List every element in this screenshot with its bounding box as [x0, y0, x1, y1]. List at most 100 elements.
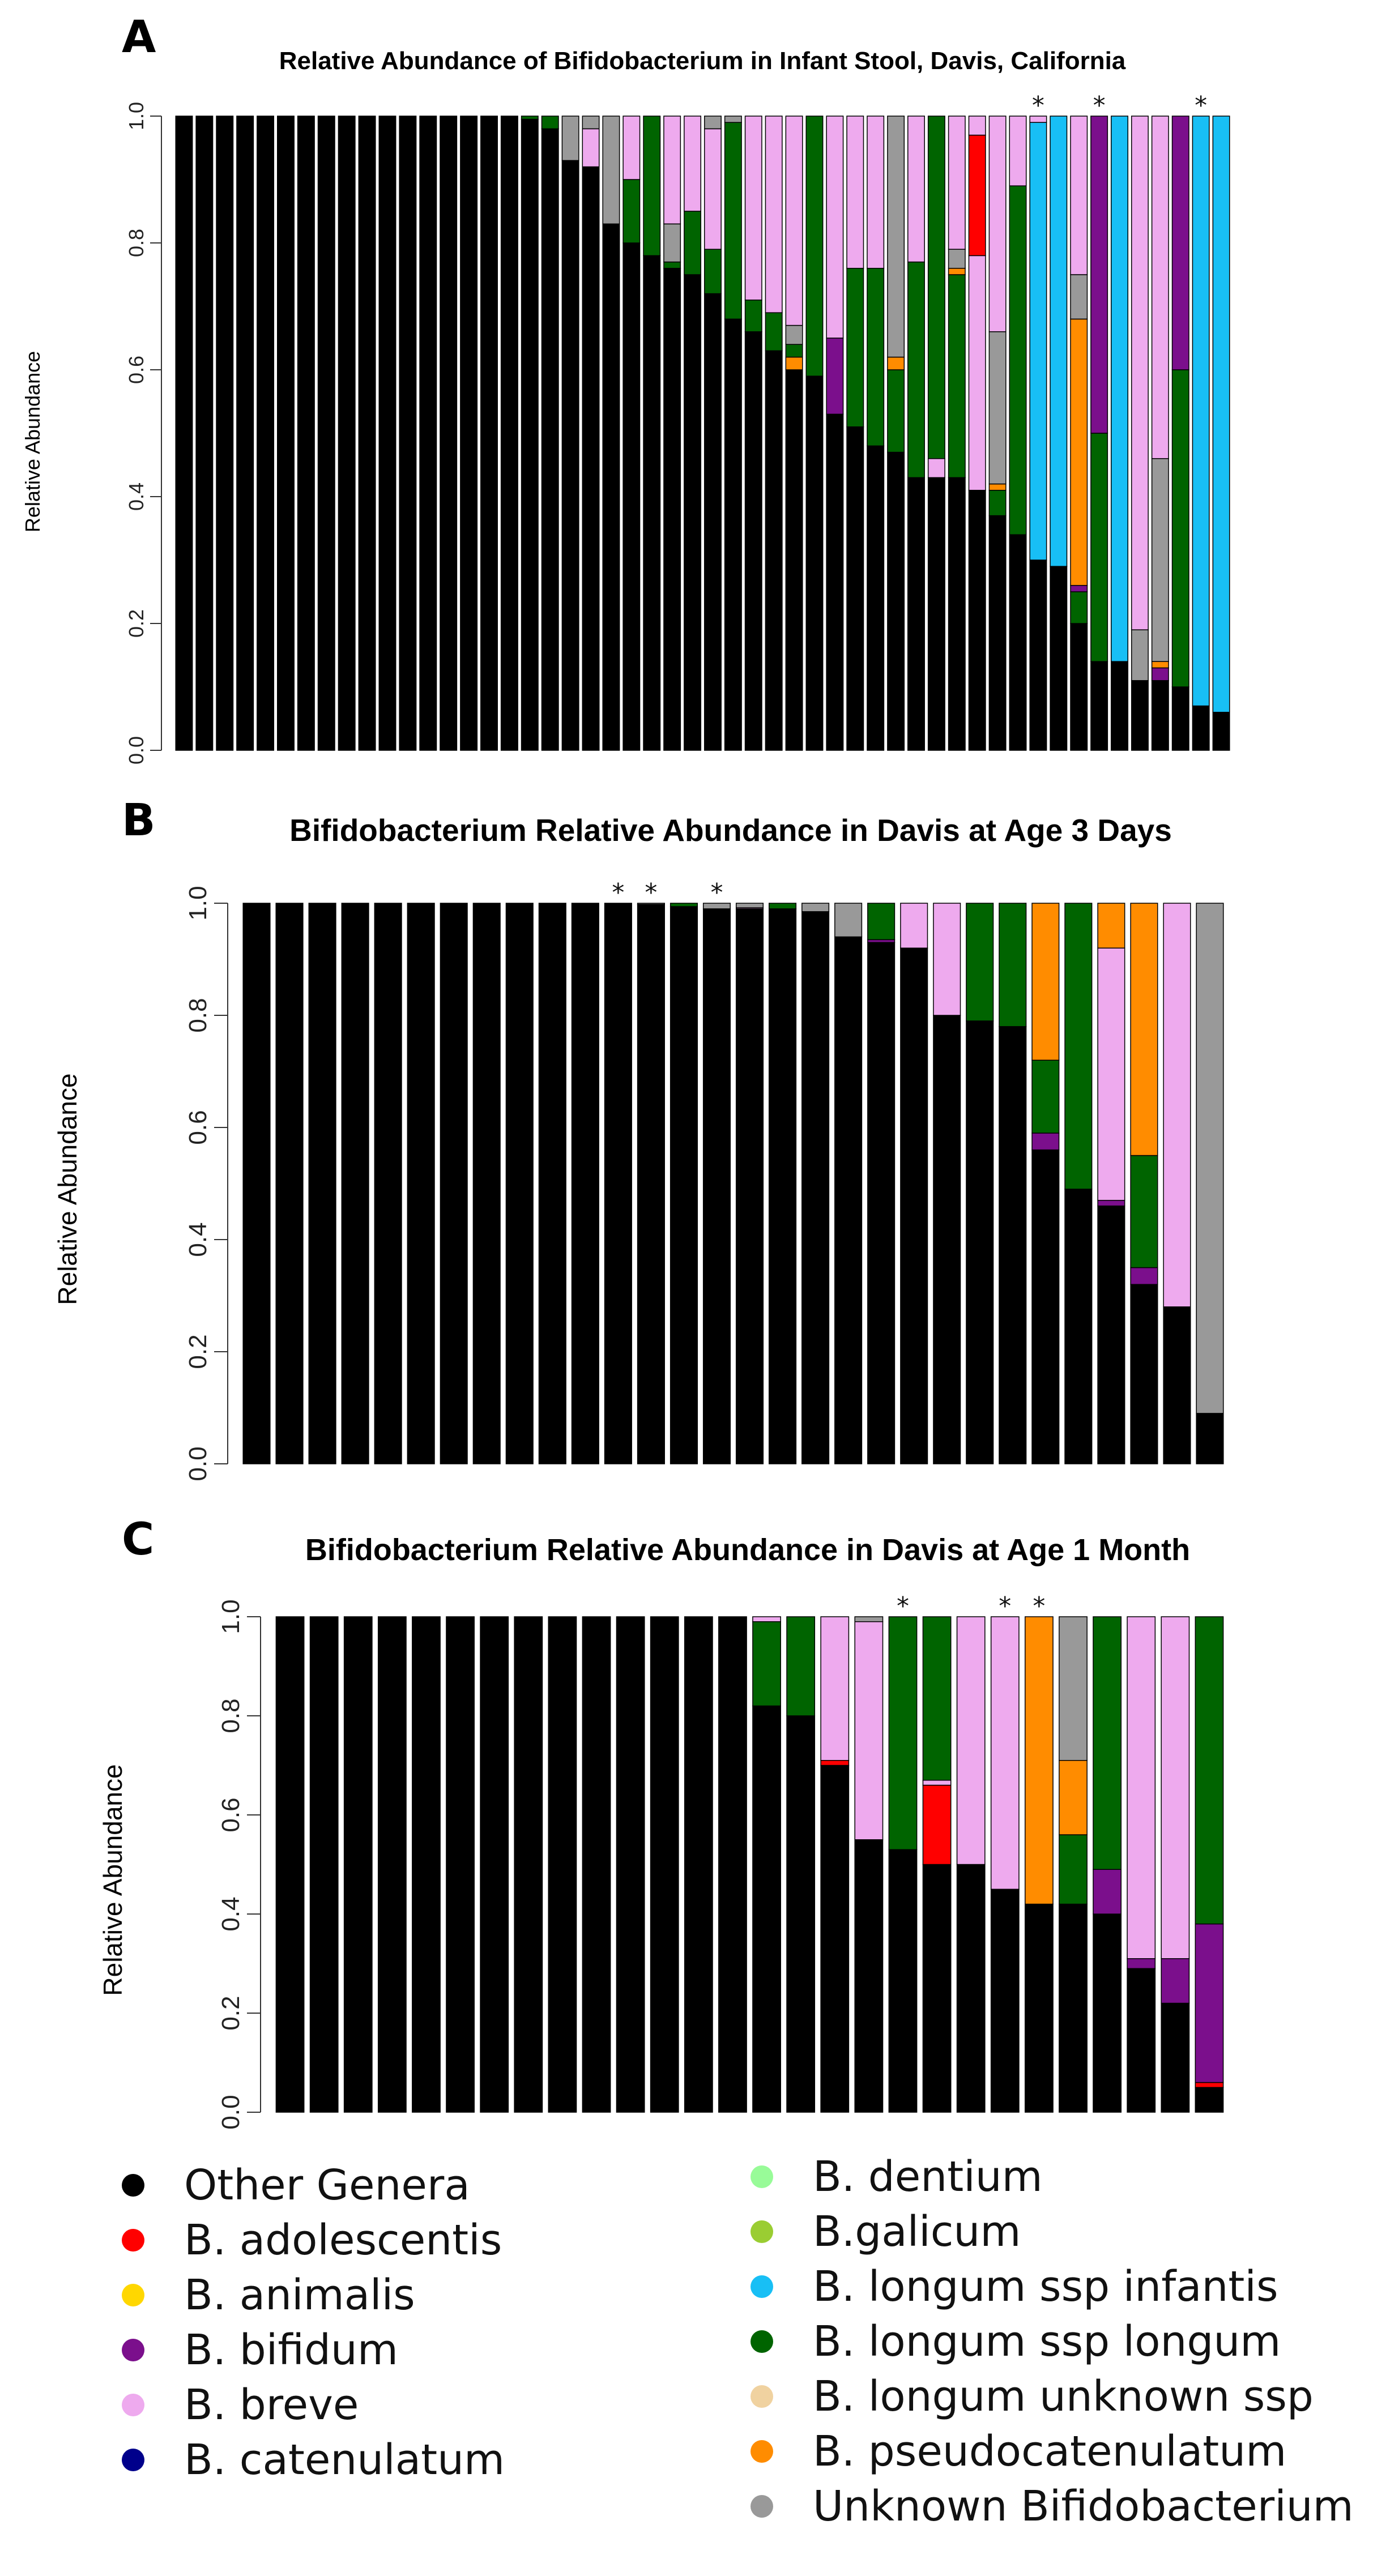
bar	[820, 1616, 850, 2113]
bar	[907, 116, 925, 751]
bar-segment	[988, 483, 1007, 491]
bar-segment	[1171, 116, 1189, 370]
bar-segment	[684, 274, 702, 751]
bar-segment	[407, 903, 435, 1464]
bar-segment	[988, 515, 1007, 751]
significance-star: *	[999, 1592, 1011, 1621]
bar-segment	[1059, 1903, 1088, 2113]
bar-segment	[257, 116, 275, 751]
bar	[1161, 1616, 1190, 2113]
bar-segment	[1070, 623, 1088, 751]
bar-segment	[900, 947, 928, 1464]
significance-star: *	[645, 878, 657, 907]
bar	[277, 116, 295, 751]
bar-segment	[1029, 559, 1047, 751]
bar-segment	[854, 1839, 884, 2113]
bar	[1131, 116, 1149, 751]
bar-segment	[440, 903, 468, 1464]
bar	[275, 903, 304, 1464]
bar-segment	[999, 1026, 1027, 1464]
legend-swatch	[122, 2338, 144, 2361]
bar-segment	[805, 116, 824, 377]
significance-star: *	[1032, 91, 1044, 120]
bar-segment	[582, 1616, 611, 2113]
legend-item: B. breve	[122, 2377, 505, 2432]
bar-segment	[419, 116, 437, 751]
bar	[769, 903, 797, 1464]
bar	[480, 1616, 509, 2113]
bar	[582, 1616, 611, 2113]
bar-segment	[1196, 1413, 1224, 1464]
bar-segment	[1009, 116, 1027, 186]
panel-c: C Bifidobacterium Relative Abundance in …	[98, 1514, 1224, 2130]
legend-item: Other Genera	[122, 2158, 505, 2212]
bar-segment	[752, 1705, 781, 2113]
bar	[419, 116, 437, 751]
legend-label: Other Genera	[184, 2160, 470, 2210]
bar	[900, 903, 928, 1464]
bar-segment	[887, 356, 905, 370]
bar-segment	[888, 1849, 918, 2113]
bar	[440, 903, 468, 1464]
bar-segment	[867, 116, 885, 269]
bar	[1163, 903, 1191, 1464]
bar-segment	[195, 116, 214, 751]
bar-segment	[933, 1015, 961, 1464]
bar-segment	[1050, 116, 1068, 567]
bar-segment	[966, 1020, 994, 1464]
bar-segment	[399, 116, 417, 751]
bar-segment	[1171, 369, 1189, 687]
bar	[472, 903, 501, 1464]
bar-segment	[472, 903, 501, 1464]
bar-segment	[1097, 1205, 1125, 1464]
bar-segment	[922, 1616, 952, 1781]
bar-segment	[541, 128, 559, 751]
bar-segment	[480, 116, 498, 751]
bar-segment	[275, 1616, 305, 2113]
bar	[752, 1616, 781, 2113]
significance-star: *	[1195, 91, 1207, 120]
bar-segment	[765, 350, 783, 751]
bar	[317, 116, 335, 751]
bar-segment	[622, 116, 641, 180]
panel-c-letter: C	[122, 1514, 154, 1565]
legend-item: B. catenulatum	[122, 2432, 505, 2487]
legend-item: B. pseudocatenulatum	[751, 2424, 1354, 2479]
legend-swatch	[751, 2440, 773, 2463]
bar-segment	[834, 903, 863, 938]
legend-item: B. bifidum	[122, 2322, 505, 2377]
bar-segment	[834, 936, 863, 1464]
bar-segment	[900, 903, 928, 949]
bar-segment	[785, 324, 803, 345]
bar-segment	[703, 293, 722, 751]
bar-segment	[1029, 122, 1047, 561]
bar-segment	[990, 1889, 1020, 2113]
legend-label: B. longum unknown ssp	[813, 2372, 1314, 2421]
bar	[765, 116, 783, 751]
bar-segment	[548, 1616, 577, 2113]
bar-segment	[888, 1616, 918, 1850]
bar	[1192, 116, 1210, 751]
bar-segment	[752, 1621, 781, 1707]
bar-segment	[826, 116, 844, 339]
bar	[834, 903, 863, 1464]
bar	[948, 116, 966, 751]
bar	[988, 116, 1007, 751]
legend-item: B. dentium	[751, 2149, 1354, 2204]
bar-segment	[786, 1616, 816, 1716]
bar	[343, 1616, 373, 2113]
bar	[571, 903, 599, 1464]
y-tick-label: 0.4	[125, 482, 148, 511]
bar-segment	[1031, 1060, 1060, 1134]
bar-segment	[561, 160, 579, 751]
bar-segment	[956, 1864, 986, 2113]
bar	[236, 116, 254, 751]
legend-swatch	[751, 2330, 773, 2353]
legend-swatch	[751, 2275, 773, 2298]
legend-item: B. animalis	[122, 2267, 505, 2322]
bar	[1097, 903, 1125, 1464]
bar	[297, 116, 315, 751]
bar-segment	[343, 1616, 373, 2113]
bar-segment	[769, 908, 797, 1464]
bar	[377, 1616, 407, 2113]
